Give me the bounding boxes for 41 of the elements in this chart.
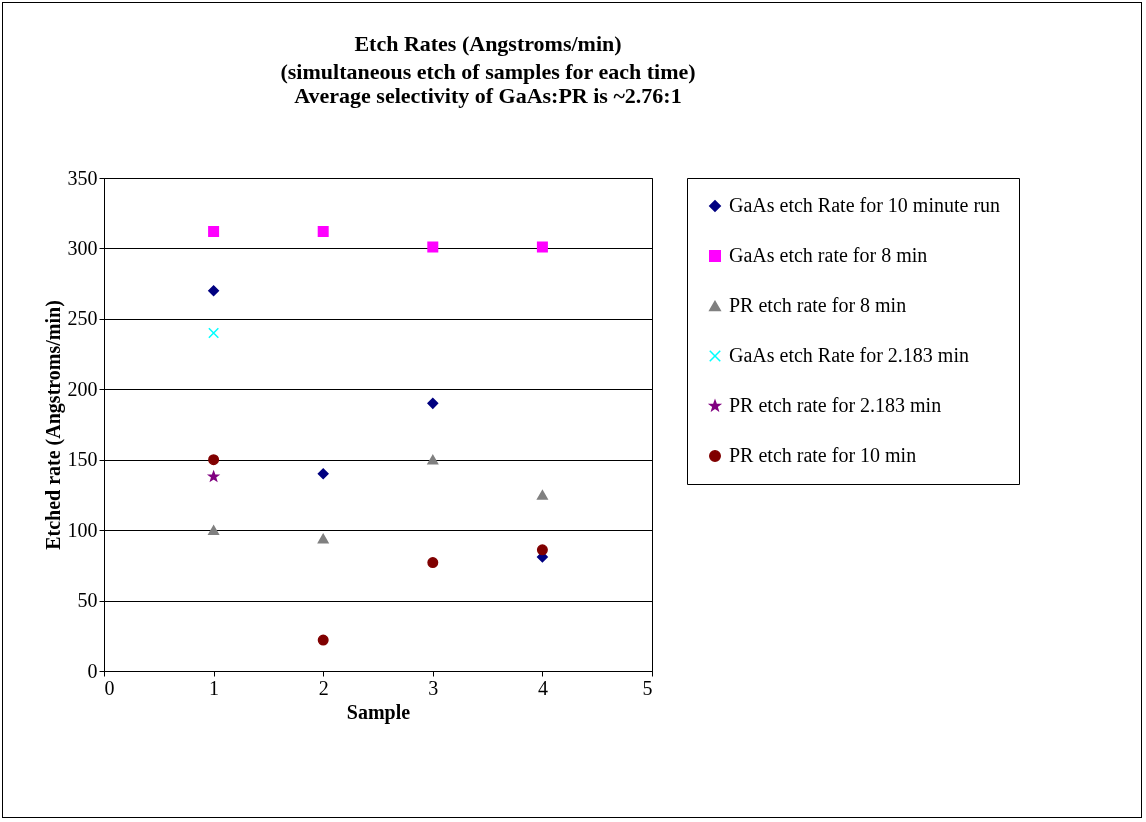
legend-label: PR etch rate for 10 min [729, 444, 917, 466]
point [208, 454, 220, 466]
point [427, 397, 439, 409]
point [536, 241, 548, 253]
point [427, 241, 439, 253]
y-tick-label: 0 [87, 659, 98, 682]
point [317, 634, 329, 646]
x-axis-title: Sample [346, 700, 411, 724]
legend-label: PR etch rate for 8 min [729, 294, 907, 316]
point [536, 544, 548, 556]
y-tick-label: 100 [67, 518, 98, 541]
point [208, 285, 220, 297]
x-tick-label: 1 [209, 676, 220, 699]
text: (simultaneous etch of samples for each time) [280, 59, 696, 84]
y-tick-label: 350 [67, 166, 98, 189]
legend-label: GaAs etch rate for 8 min [729, 244, 928, 266]
y-tick-label: 150 [67, 448, 98, 471]
text: Average selectivity of GaAs:PR is ~2.76:1 [294, 83, 682, 108]
chart-title: Etch Rates (Angstroms/min) [354, 31, 622, 56]
point [536, 490, 548, 500]
point [317, 533, 329, 544]
x-tick-label: 4 [537, 676, 548, 699]
x-tick-label: 2 [318, 676, 329, 699]
point [317, 468, 329, 480]
x-tick-label: 5 [642, 676, 653, 699]
y-tick-label: 300 [67, 236, 98, 259]
legend-label: GaAs etch Rate for 2.183 min [729, 344, 969, 366]
x-tick-label: 0 [104, 676, 115, 699]
legend-label: PR etch rate for 2.183 min [729, 394, 942, 416]
y-axis-title: Etched rate (Angstroms/min) [41, 300, 65, 550]
y-tick-label: 50 [77, 589, 98, 612]
point [427, 454, 439, 465]
y-tick-label: 250 [67, 307, 98, 330]
point [208, 327, 220, 339]
point [427, 557, 439, 569]
point [208, 525, 220, 535]
point [208, 226, 220, 238]
point [317, 226, 329, 238]
x-tick-label: 3 [428, 676, 439, 699]
y-tick-label: 200 [67, 377, 98, 400]
legend-label: GaAs etch Rate for 10 minute run [729, 194, 1001, 216]
